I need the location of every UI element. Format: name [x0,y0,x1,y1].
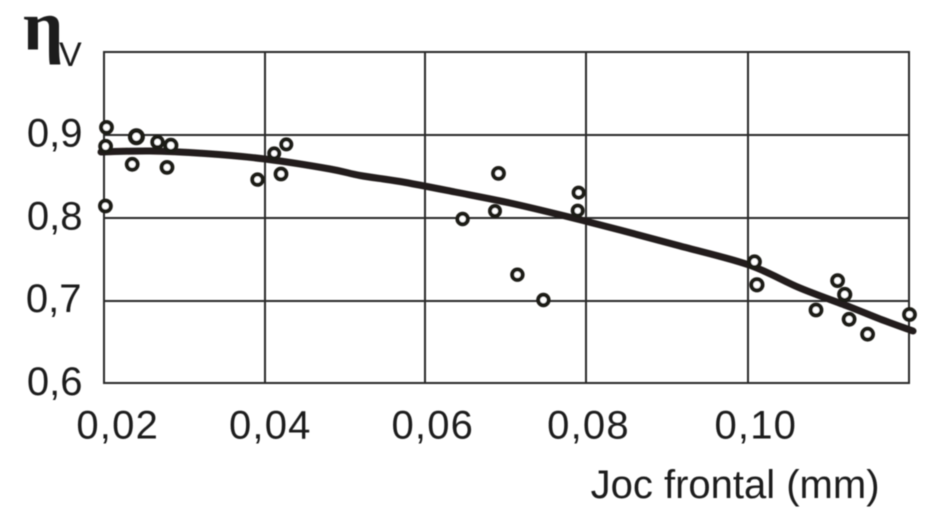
svg-text:η: η [23,0,63,66]
svg-text:0,10: 0,10 [714,403,797,447]
svg-text:0,6: 0,6 [27,360,83,404]
svg-text:0,9: 0,9 [27,111,83,155]
svg-text:0,04: 0,04 [229,403,312,447]
svg-text:0,02: 0,02 [76,403,159,447]
svg-text:Joc frontal (mm): Joc frontal (mm) [591,463,880,507]
svg-text:0,7: 0,7 [26,277,82,321]
svg-text:0,06: 0,06 [391,403,474,447]
svg-text:V: V [59,36,82,74]
svg-text:0,8: 0,8 [27,194,83,238]
svg-text:0,08: 0,08 [547,403,630,447]
